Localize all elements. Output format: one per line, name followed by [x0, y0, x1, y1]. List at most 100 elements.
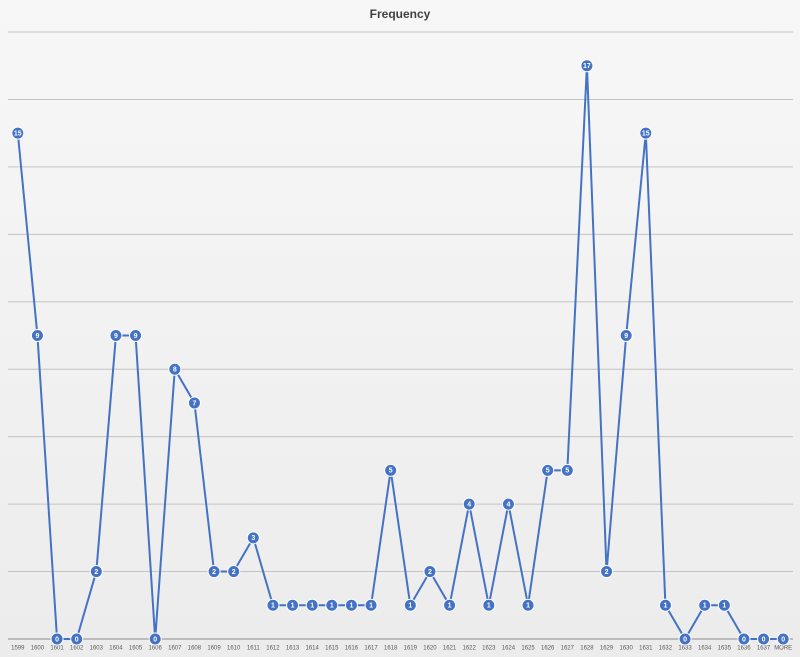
x-tick-label: 1617: [364, 646, 378, 652]
marker: [521, 598, 535, 612]
x-tick-label: 1612: [266, 646, 280, 652]
x-tick-label: 1605: [129, 646, 143, 652]
x-tick-label: 1625: [521, 646, 535, 652]
x-tick-label: 1611: [247, 646, 261, 652]
data-label: 1: [330, 603, 334, 610]
marker: [305, 598, 319, 612]
x-tick-label: 1603: [90, 646, 104, 652]
data-label: 9: [134, 333, 138, 340]
marker: [600, 565, 614, 579]
line-series: [16, 65, 784, 641]
marker: [443, 598, 457, 612]
data-label: 1: [703, 603, 707, 610]
marker: [227, 565, 241, 579]
x-tick-label: 1636: [737, 646, 751, 652]
data-label: 1: [291, 603, 295, 610]
marker: [619, 329, 633, 342]
x-tick-label: 1614: [306, 646, 320, 652]
x-tick-label: 1635: [718, 646, 732, 652]
marker: [776, 632, 790, 646]
marker: [11, 126, 25, 140]
data-label: 17: [583, 63, 591, 70]
x-tick-label: 1627: [561, 646, 575, 652]
x-tick-label: 1622: [463, 646, 477, 652]
x-tick-label: 1610: [227, 646, 241, 652]
data-label: 1: [271, 603, 275, 610]
data-label: 1: [526, 603, 530, 610]
marker: [482, 598, 496, 612]
data-label: 8: [173, 367, 177, 374]
marker: [639, 126, 653, 140]
marker: [129, 329, 143, 342]
data-label: 0: [742, 636, 746, 643]
marker: [698, 598, 712, 612]
data-label: 2: [428, 569, 432, 576]
marker: [541, 463, 555, 477]
data-label: 9: [114, 333, 118, 340]
marker: [109, 329, 123, 342]
x-tick-label: 1618: [384, 646, 398, 652]
x-tick-label: 1607: [168, 646, 182, 652]
data-label: 0: [153, 636, 157, 643]
x-tick-label: 1634: [698, 646, 712, 652]
x-tick-label: 1620: [423, 646, 437, 652]
data-label: 7: [192, 400, 196, 407]
x-tick-label: 1602: [70, 646, 84, 652]
data-label: 9: [624, 333, 628, 340]
x-tick-label: MORE: [774, 646, 792, 652]
data-label: 3: [251, 535, 255, 542]
x-tick-label: 1608: [188, 646, 202, 652]
x-tick-label: 1600: [31, 646, 45, 652]
x-tick-label: 1604: [109, 646, 123, 652]
marker: [364, 598, 378, 612]
x-tick-label: 1621: [443, 646, 457, 652]
marker: [560, 463, 574, 477]
x-tick-label: 1629: [600, 646, 614, 652]
marker: [580, 59, 594, 73]
data-label: 2: [212, 569, 216, 576]
data-label: 0: [762, 636, 766, 643]
x-tick-label: 1619: [404, 646, 418, 652]
data-label: 1: [663, 603, 667, 610]
data-label: 5: [546, 468, 550, 475]
x-tick-label: 1615: [325, 646, 339, 652]
marker: [70, 632, 84, 646]
data-label: 1: [349, 603, 353, 610]
x-tick-label: 1630: [620, 646, 634, 652]
data-label: 5: [565, 468, 569, 475]
marker: [266, 598, 280, 612]
marker: [207, 565, 221, 579]
data-label: 1: [448, 603, 452, 610]
data-label: 9: [35, 333, 39, 340]
x-tick-label: 1613: [286, 646, 300, 652]
data-label: 1: [310, 603, 314, 610]
marker: [658, 598, 672, 612]
data-label: 15: [14, 131, 22, 138]
x-tick-label: 1633: [678, 646, 692, 652]
marker: [403, 598, 417, 612]
marker: [30, 329, 44, 342]
x-tick-label: 1628: [580, 646, 594, 652]
marker: [501, 497, 515, 511]
data-label: 0: [781, 636, 785, 643]
marker: [89, 565, 103, 579]
x-tick-label: 1624: [502, 646, 516, 652]
marker: [50, 632, 64, 646]
x-tick-label: 1623: [482, 646, 496, 652]
x-tick-label: 1601: [50, 646, 64, 652]
data-label: 1: [722, 603, 726, 610]
x-tick-label: 1606: [149, 646, 163, 652]
marker: [423, 565, 437, 579]
marker: [325, 598, 339, 612]
x-tick-label: 1632: [659, 646, 673, 652]
data-label: 5: [389, 468, 393, 475]
marker: [246, 531, 260, 545]
data-label: 15: [642, 131, 650, 138]
data-label: 1: [487, 603, 491, 610]
x-tick-label: 1637: [757, 646, 771, 652]
marker: [187, 396, 201, 410]
data-label: 4: [506, 501, 510, 508]
marker: [384, 463, 398, 477]
marker: [286, 598, 300, 612]
